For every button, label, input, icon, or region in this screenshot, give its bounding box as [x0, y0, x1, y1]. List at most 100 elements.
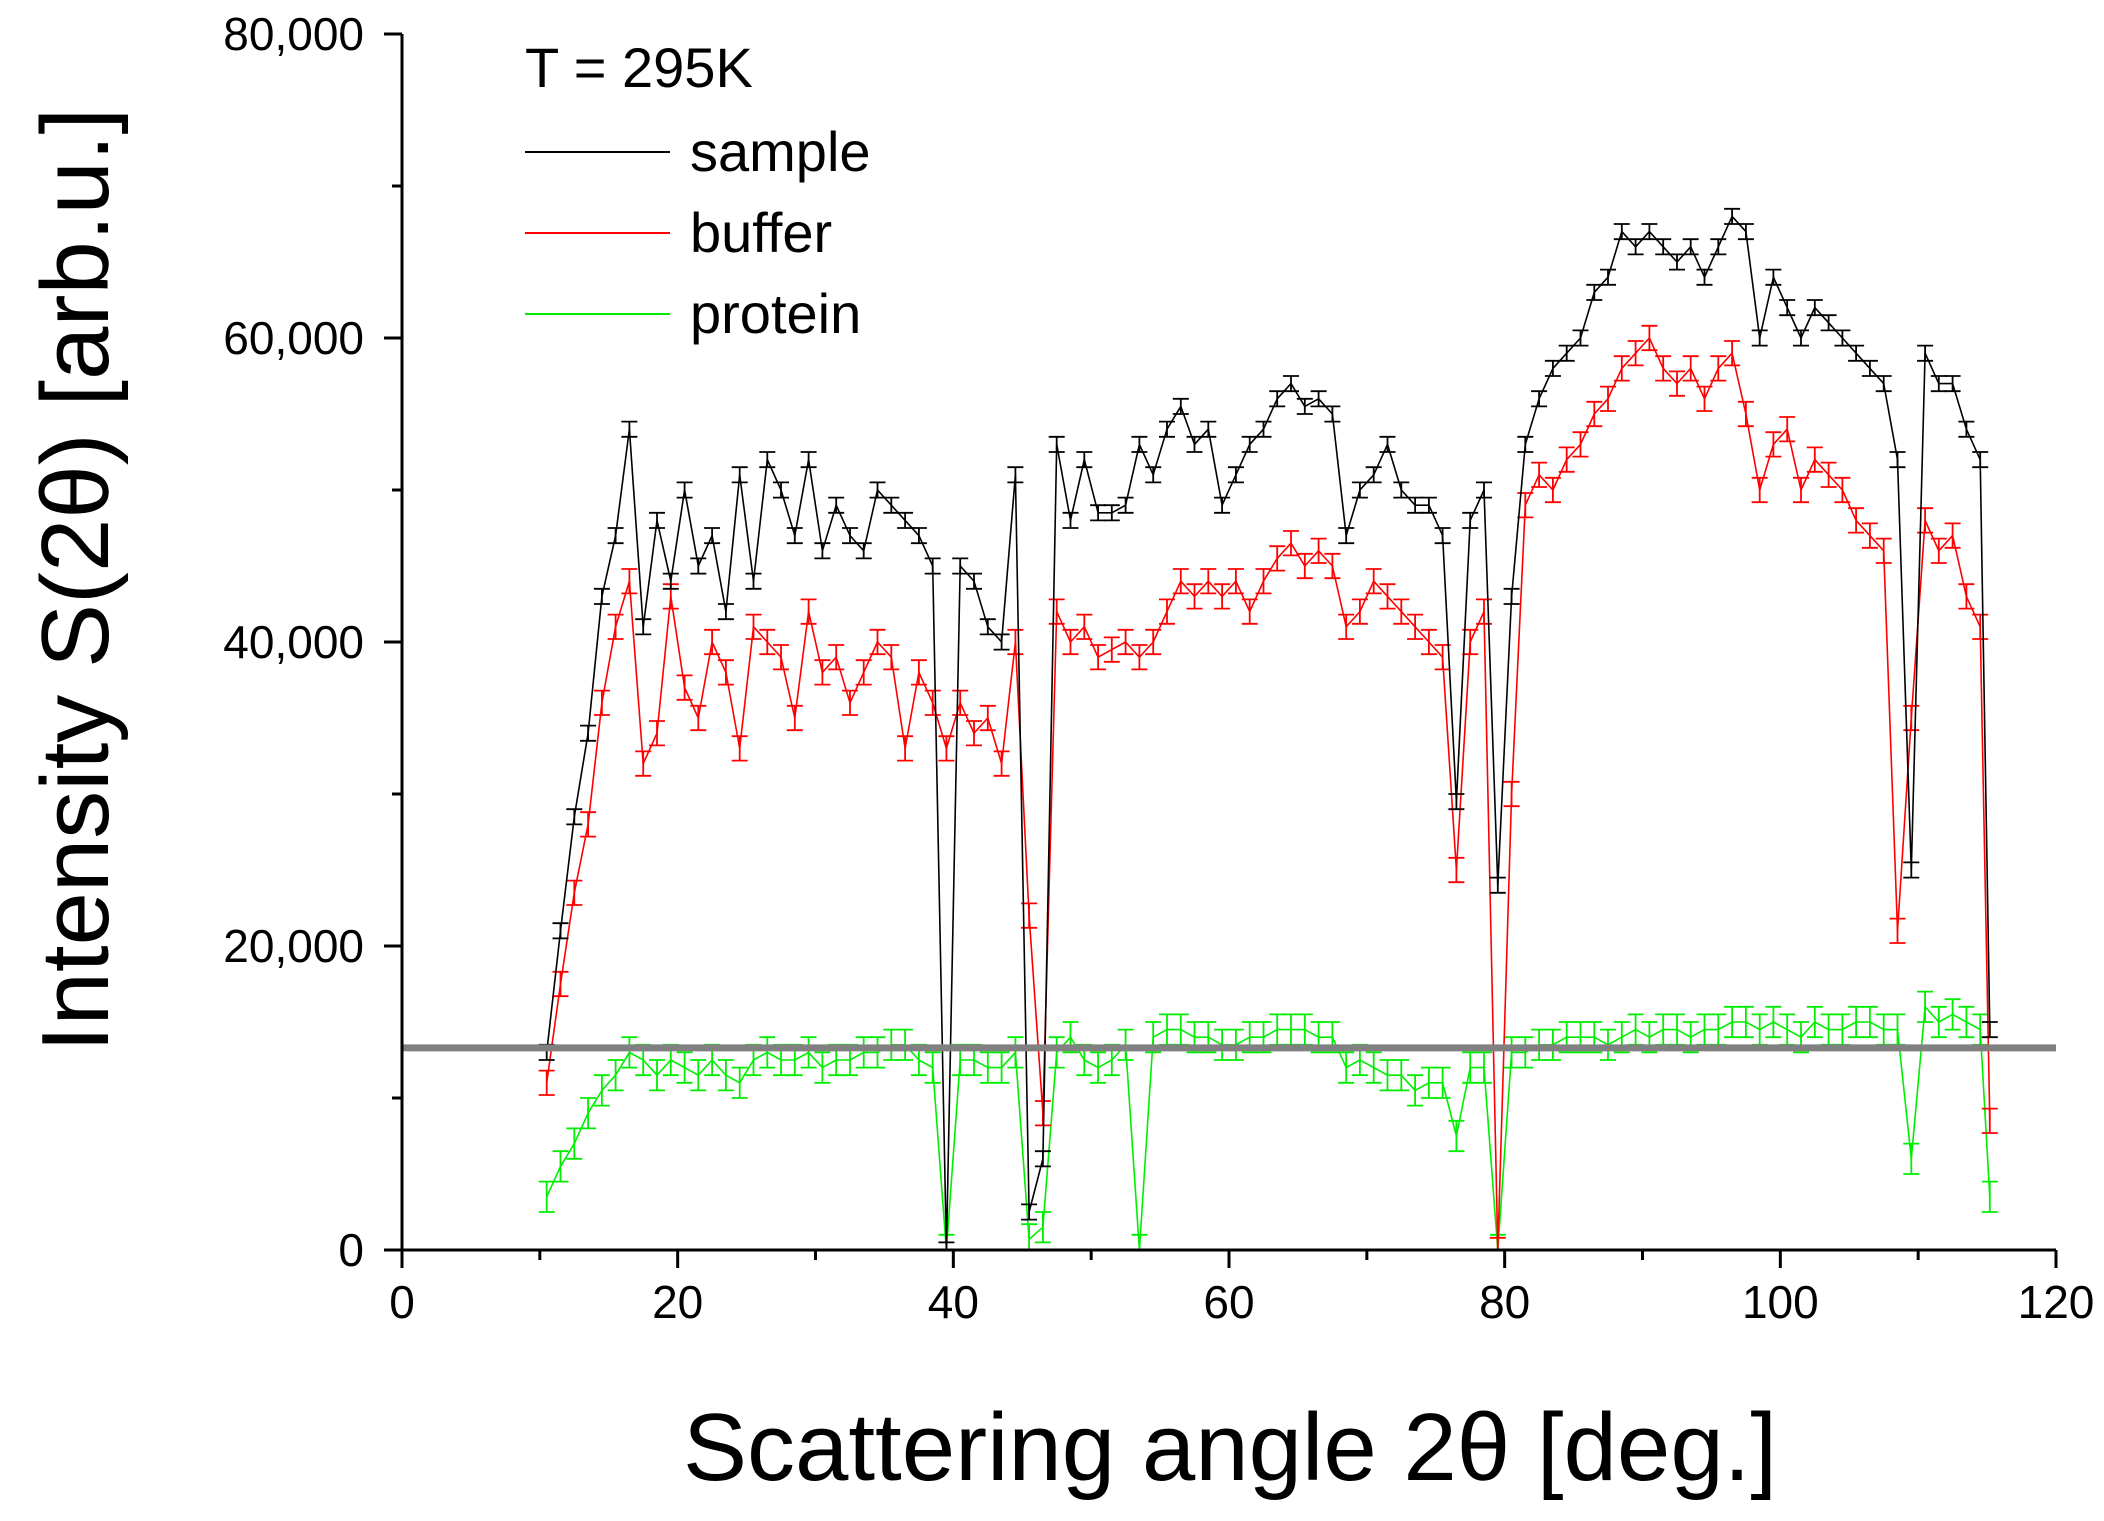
error-bar-buffer: [1861, 522, 1878, 549]
error-bar-sample: [979, 618, 996, 636]
error-bar-buffer: [1365, 568, 1382, 595]
error-bar-sample: [1834, 329, 1851, 347]
error-bar-buffer: [1779, 416, 1796, 443]
error-bar-sample: [1131, 435, 1148, 453]
error-bar-buffer: [993, 750, 1010, 777]
error-bar-sample: [1875, 375, 1892, 393]
error-bar-protein: [1448, 1119, 1465, 1153]
error-bar-protein: [580, 1097, 597, 1130]
error-bar-sample: [1186, 435, 1203, 453]
x-tick-label: 100: [1742, 1276, 1819, 1328]
error-bar-buffer: [800, 598, 817, 625]
error-bar-buffer: [1655, 355, 1672, 382]
error-bar-protein: [1462, 1051, 1479, 1084]
error-bar-protein: [1379, 1059, 1396, 1092]
error-bar-protein: [1338, 1051, 1355, 1084]
series-sample: [538, 207, 1998, 1251]
error-bar-sample: [814, 542, 831, 560]
error-bar-buffer: [869, 628, 886, 656]
error-bar-buffer: [1420, 628, 1437, 656]
error-bar-buffer: [1710, 355, 1727, 382]
error-bar-protein: [1958, 1005, 1975, 1039]
error-bar-buffer: [580, 811, 597, 838]
error-bar-sample: [1669, 253, 1685, 271]
error-bar-sample: [704, 527, 721, 545]
error-bar-sample: [910, 527, 927, 545]
error-bar-buffer: [1200, 568, 1217, 595]
legend-label-sample: sample: [690, 120, 871, 183]
error-bar-buffer: [1958, 583, 1975, 610]
error-bar-protein: [1420, 1066, 1437, 1099]
x-axis-title: Scattering angle 2θ [deg.]: [683, 1394, 1777, 1501]
error-bar-buffer: [1103, 636, 1120, 663]
error-bar-buffer: [1145, 628, 1162, 656]
error-bar-protein: [1090, 1051, 1107, 1084]
error-bar-buffer: [1765, 431, 1782, 458]
error-bar-sample: [1283, 375, 1299, 393]
error-bar-sample: [924, 557, 941, 575]
error-bar-buffer: [1572, 431, 1589, 458]
error-bar-buffer: [1724, 340, 1741, 367]
error-bar-sample: [1737, 223, 1754, 241]
error-bar-sample: [1889, 451, 1906, 469]
error-bar-protein: [1434, 1066, 1451, 1099]
y-tick-label: 40,000: [223, 616, 364, 668]
error-bar-protein: [731, 1066, 748, 1099]
error-bar-sample: [1820, 314, 1837, 332]
error-bar-sample: [1338, 527, 1355, 545]
error-bar-buffer: [690, 704, 707, 732]
error-bar-buffer: [814, 659, 831, 686]
error-bar-protein: [649, 1059, 665, 1092]
y-tick-label: 60,000: [223, 312, 364, 364]
error-bar-buffer: [1503, 780, 1520, 808]
error-bar-sample: [1682, 238, 1699, 256]
error-bar-sample: [1365, 466, 1382, 484]
error-bar-sample: [1710, 238, 1727, 256]
error-bar-buffer: [1600, 385, 1616, 412]
error-bar-protein: [814, 1051, 831, 1084]
error-bar-protein: [1981, 1180, 1998, 1213]
error-bar-sample: [1269, 390, 1286, 408]
error-bar-buffer: [1131, 644, 1148, 671]
error-bar-buffer: [1806, 446, 1823, 473]
error-bar-buffer: [1062, 628, 1079, 656]
error-bar-protein: [1365, 1051, 1382, 1084]
error-bar-sample: [1476, 481, 1492, 499]
error-bar-buffer: [1531, 461, 1548, 488]
error-bar-buffer: [1172, 568, 1189, 595]
error-bar-buffer: [1558, 446, 1575, 473]
error-bar-sample: [1903, 861, 1920, 879]
error-bar-buffer: [1214, 583, 1231, 610]
error-bar-buffer: [1241, 598, 1258, 625]
error-bar-sample: [1600, 268, 1616, 286]
error-bar-protein: [607, 1059, 624, 1092]
error-bar-buffer: [717, 659, 734, 686]
error-bar-protein: [1848, 1005, 1865, 1039]
error-bar-buffer: [1875, 537, 1892, 564]
error-bar-buffer: [773, 644, 789, 671]
error-bar-buffer: [1586, 400, 1603, 428]
error-bar-buffer: [1517, 492, 1534, 519]
error-bar-sample: [1227, 466, 1244, 484]
error-bar-sample: [786, 527, 803, 545]
error-bar-protein: [1393, 1059, 1410, 1092]
error-bar-sample: [1145, 466, 1162, 484]
error-bar-sample: [1572, 329, 1589, 347]
error-bar-sample: [855, 542, 872, 560]
error-bar-protein: [1517, 1036, 1534, 1069]
error-bar-sample: [1641, 223, 1658, 241]
error-bar-buffer: [1407, 613, 1424, 640]
error-bar-sample: [1062, 511, 1079, 529]
error-bar-protein: [1476, 1051, 1492, 1084]
error-bar-sample: [662, 572, 679, 590]
error-bar-buffer: [1283, 530, 1299, 557]
error-bar-sample: [1076, 451, 1093, 469]
error-bar-buffer: [910, 659, 927, 686]
legend: T = 295K sample buffer protein: [525, 36, 871, 345]
error-bar-sample: [1944, 375, 1961, 393]
error-bar-buffer: [635, 750, 652, 777]
x-tick-label: 0: [389, 1276, 415, 1328]
error-bar-buffer: [621, 568, 638, 595]
error-bar-buffer: [607, 613, 624, 640]
